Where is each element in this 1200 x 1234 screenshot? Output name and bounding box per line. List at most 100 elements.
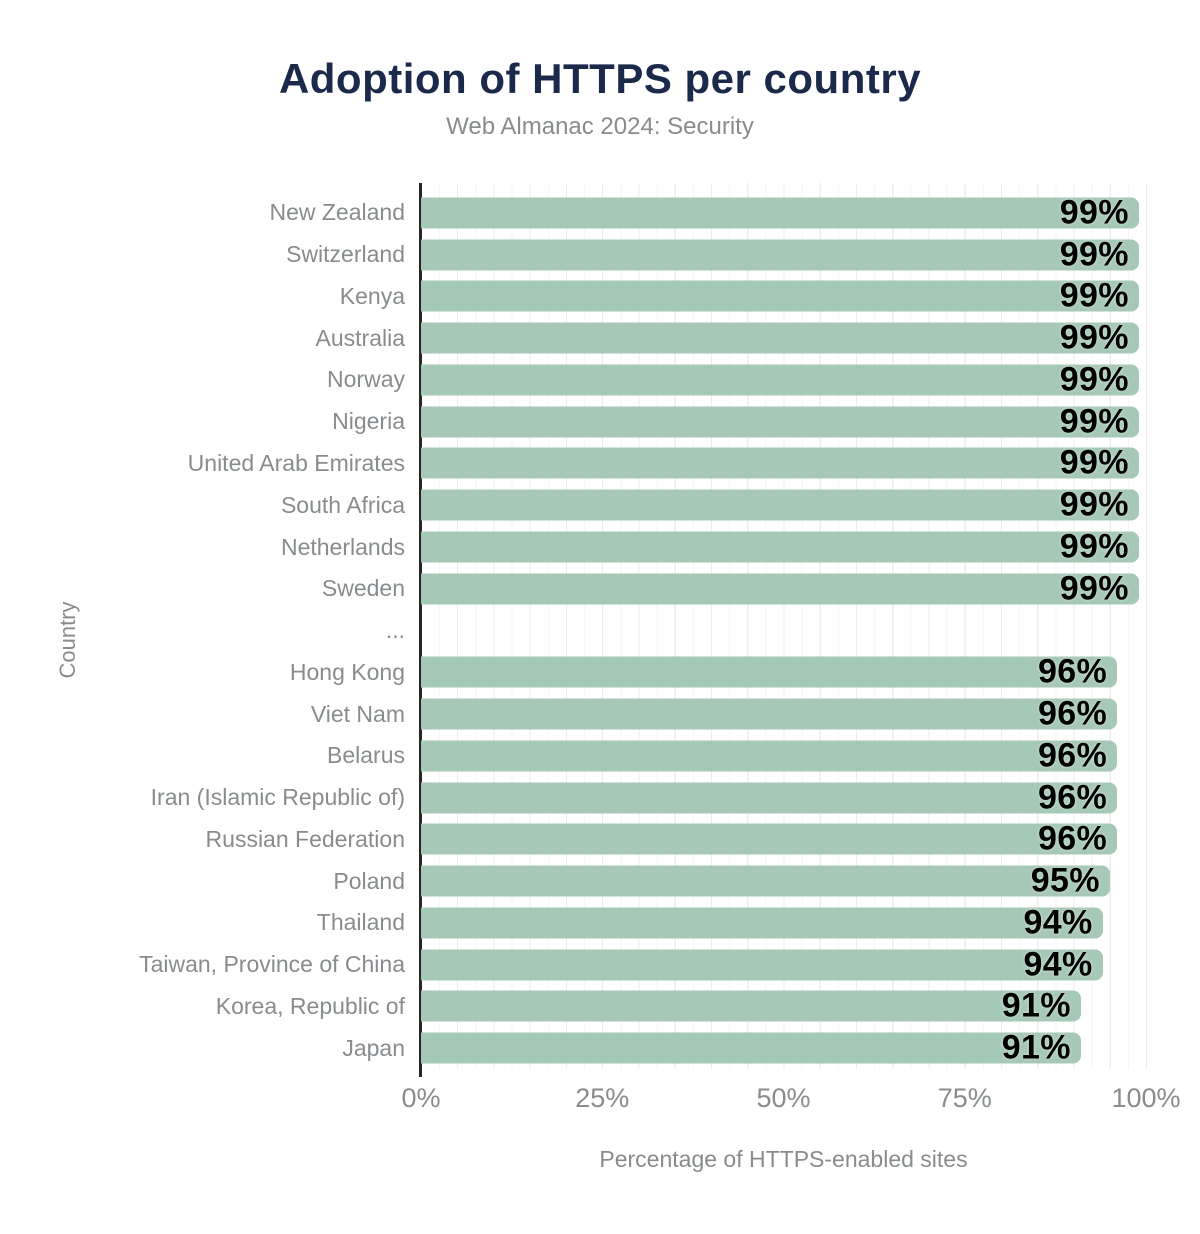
bar-track: 96% <box>421 735 1146 777</box>
bar-row: Sweden 99% <box>0 568 1146 610</box>
x-tick-label: 75% <box>937 1083 992 1113</box>
value-label: 94% <box>1023 903 1093 942</box>
https-bar: 99% <box>421 319 1139 357</box>
bar-row: United Arab Emirates 99% <box>0 443 1146 485</box>
x-axis-ticks: 0% 25% 50% 75% 100% <box>401 1083 1180 1115</box>
country-label: Taiwan, Province of China <box>139 951 405 978</box>
https-bar: 96% <box>421 736 1117 774</box>
https-bar: 96% <box>421 653 1117 691</box>
value-label: 99% <box>1059 276 1129 315</box>
value-label: 91% <box>1001 1028 1071 1067</box>
https-bar: 99% <box>421 193 1139 231</box>
bar-track: 96% <box>421 818 1146 860</box>
country-label: Viet Nam <box>310 700 405 727</box>
country-label: Japan <box>342 1034 405 1061</box>
https-bar: 94% <box>421 945 1103 983</box>
y-axis-title: Country <box>55 601 80 679</box>
value-label: 99% <box>1059 318 1129 357</box>
country-label: Iran (Islamic Republic of) <box>150 784 405 811</box>
chart-title: Adoption of HTTPS per country <box>278 55 922 102</box>
bar-row: Norway 99% <box>0 359 1146 401</box>
bar-row: Kenya 99% <box>0 276 1146 318</box>
bar-row: Korea, Republic of 91% <box>0 986 1146 1028</box>
value-label: 96% <box>1038 694 1107 733</box>
bar-track: 95% <box>421 860 1146 902</box>
bar-track <box>421 610 1146 652</box>
bar-row: South Africa 99% <box>0 484 1146 526</box>
bar-row: Japan 91% <box>0 1027 1146 1069</box>
bar-row: Poland 95% <box>0 860 1146 902</box>
bar-track: 96% <box>421 693 1146 735</box>
https-bar: 99% <box>421 486 1139 524</box>
value-label: 99% <box>1059 485 1129 524</box>
https-bar: 94% <box>421 903 1103 941</box>
country-label: Thailand <box>316 909 405 936</box>
bar-row: Viet Nam 96% <box>0 693 1146 735</box>
value-label: 96% <box>1038 819 1107 858</box>
country-label: Sweden <box>321 575 405 602</box>
bar-track: 99% <box>421 359 1146 401</box>
bar-track: 99% <box>421 192 1146 234</box>
bar-track: 96% <box>421 651 1146 693</box>
y-axis-line <box>419 183 422 1077</box>
bar-row: Russian Federation 96% <box>0 818 1146 860</box>
value-label: 99% <box>1059 360 1129 399</box>
bar-track: 94% <box>421 944 1146 986</box>
bar-track: 91% <box>421 986 1146 1028</box>
country-label: Hong Kong <box>289 658 405 685</box>
country-label: Netherlands <box>280 533 405 560</box>
https-bar: 95% <box>421 862 1110 900</box>
bar-row: New Zealand 99% <box>0 192 1146 234</box>
bar-track: 94% <box>421 902 1146 944</box>
https-bar: 99% <box>421 277 1139 315</box>
country-label: Switzerland <box>286 241 405 268</box>
country-label: Belarus <box>327 742 405 769</box>
value-label: 96% <box>1038 736 1107 775</box>
country-label: South Africa <box>280 491 405 518</box>
https-bar: 99% <box>421 402 1139 440</box>
bar-row: Hong Kong 96% <box>0 651 1146 693</box>
value-label: 96% <box>1038 652 1107 691</box>
bar-row: Iran (Islamic Republic of) 96% <box>0 777 1146 819</box>
bar-track: 99% <box>421 568 1146 610</box>
value-label: 94% <box>1023 945 1093 984</box>
https-bar: 96% <box>421 820 1117 858</box>
https-bar: 91% <box>421 987 1081 1025</box>
country-label: ... <box>385 617 405 644</box>
bar-track: 91% <box>421 1027 1146 1069</box>
value-label: 99% <box>1059 569 1129 608</box>
country-label: United Arab Emirates <box>187 449 405 476</box>
value-label: 99% <box>1059 402 1129 441</box>
bar-track: 99% <box>421 484 1146 526</box>
value-label: 91% <box>1001 986 1071 1025</box>
https-bar: 99% <box>421 444 1139 482</box>
x-tick-label: 0% <box>401 1083 441 1113</box>
value-label: 99% <box>1059 193 1129 232</box>
bar-track: 99% <box>421 443 1146 485</box>
x-tick-label: 25% <box>575 1083 630 1113</box>
https-bar: 99% <box>421 360 1139 398</box>
bar-track: 96% <box>421 777 1146 819</box>
x-tick-label: 50% <box>756 1083 811 1113</box>
value-label: 99% <box>1059 235 1129 274</box>
https-bar: 99% <box>421 569 1139 607</box>
bar-track: 99% <box>421 317 1146 359</box>
country-label: Australia <box>315 324 405 351</box>
bar-track: 99% <box>421 401 1146 443</box>
bar-row: Switzerland 99% <box>0 234 1146 276</box>
bar-row: Australia 99% <box>0 317 1146 359</box>
x-axis-title: Percentage of HTTPS-enabled sites <box>599 1146 968 1172</box>
country-label: Poland <box>333 867 405 894</box>
https-bar: 96% <box>421 778 1117 816</box>
https-bar: 99% <box>421 235 1139 273</box>
country-label: Korea, Republic of <box>215 992 405 1019</box>
https-bar: 96% <box>421 695 1117 733</box>
value-label: 96% <box>1038 778 1107 817</box>
bar-track: 99% <box>421 234 1146 276</box>
bar-row: Belarus 96% <box>0 735 1146 777</box>
bar-rows: New Zealand 99% Switzerland 99% Kenya 99… <box>0 192 1146 1069</box>
bar-row: Thailand 94% <box>0 902 1146 944</box>
value-label: 99% <box>1059 527 1129 566</box>
bar-track: 99% <box>421 276 1146 318</box>
